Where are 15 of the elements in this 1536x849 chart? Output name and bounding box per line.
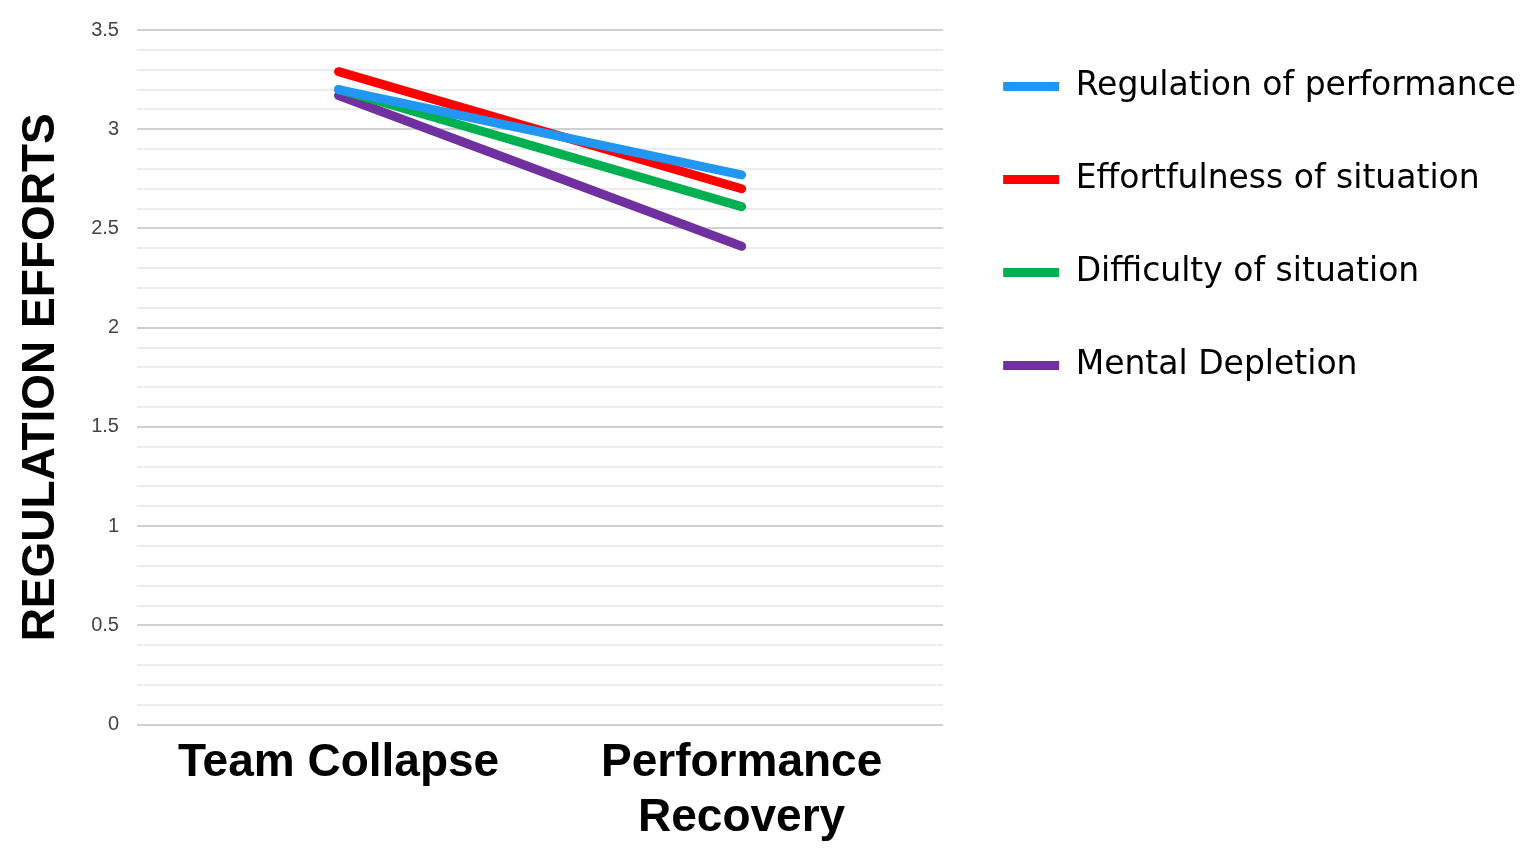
legend-label: Difficulty of situation	[1075, 250, 1420, 290]
x-tick-label: Performance Recovery	[601, 733, 883, 842]
y-tick-label: 3.5	[91, 17, 119, 40]
y-tick-label: 1	[107, 513, 119, 536]
legend-label: Effortfulness of situation	[1075, 157, 1480, 197]
legend-label: Regulation of performance	[1075, 64, 1516, 104]
y-tick-label: 1.5	[91, 414, 119, 437]
legend-label: Mental Depletion	[1075, 343, 1358, 383]
y-tick-label: 0	[107, 712, 119, 735]
y-tick-label: 3	[107, 116, 119, 139]
y-tick-label: 2.5	[91, 215, 119, 238]
x-tick-label: Team Collapse	[177, 733, 500, 786]
y-tick-label: 2	[107, 315, 119, 338]
y-axis-title: REGULATION EFFORTS	[12, 113, 65, 642]
y-tick-label: 0.5	[91, 612, 119, 635]
